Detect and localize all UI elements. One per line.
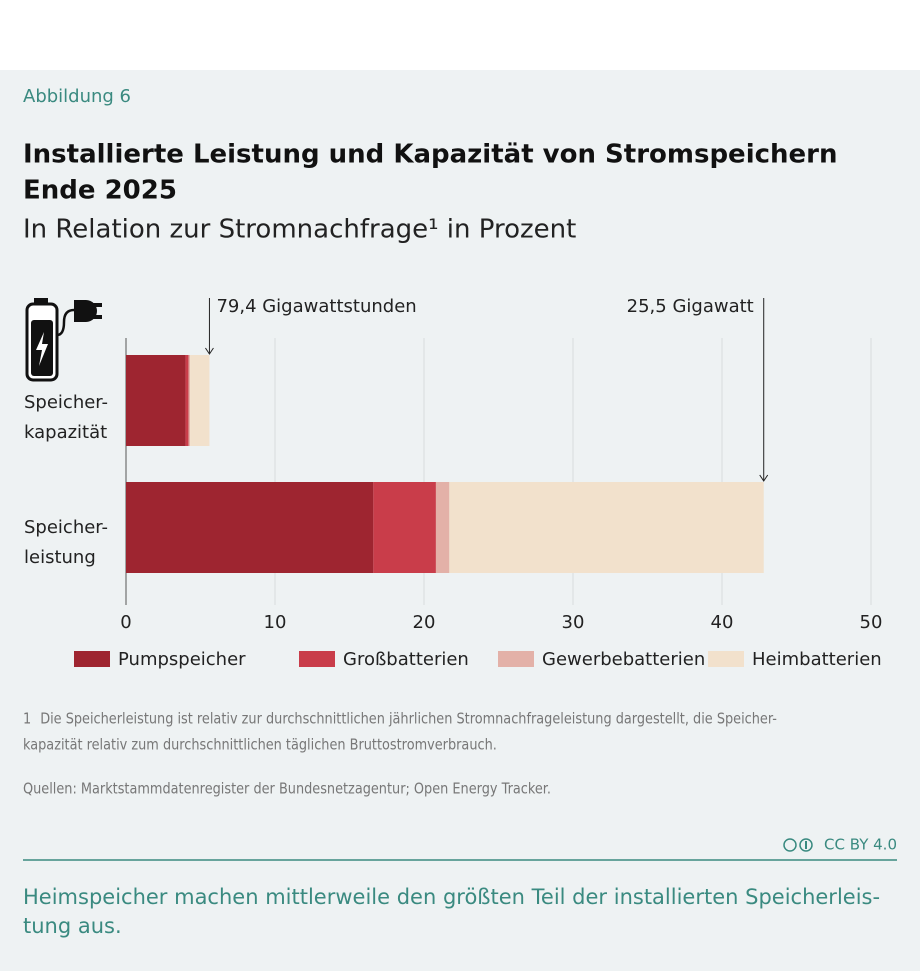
x-tick-label: 0 — [120, 612, 131, 633]
footnote: Die Speicherleistung ist relativ zur dur… — [40, 710, 777, 727]
footnote-number: 1 — [23, 710, 31, 727]
bar-segment — [190, 355, 210, 446]
legend-label: Gewerbebatterien — [542, 649, 705, 670]
x-tick-label: 40 — [711, 612, 734, 633]
legend-swatch — [299, 651, 335, 667]
bar-segment — [185, 355, 189, 446]
category-label: Speicher-leistung — [24, 517, 108, 568]
battery-icon — [25, 298, 102, 382]
license: CC BY 4.0 — [824, 836, 897, 854]
title: Ende 2025 — [23, 176, 177, 206]
legend-label: Pumpspeicher — [118, 649, 246, 670]
legend-swatch — [74, 651, 110, 667]
figure-label: Abbildung 6 — [23, 86, 131, 107]
annotation-arrowhead — [759, 474, 769, 482]
legend-swatch — [498, 651, 534, 667]
caption: Heimspeicher machen mittlerweile den grö… — [23, 885, 880, 909]
annotation-arrowhead — [205, 347, 214, 355]
subtitle: In Relation zur Stromnachfrage¹ in Proze… — [23, 215, 576, 245]
footnote: kapazität relativ zum durchschnittlichen… — [23, 736, 497, 753]
legend-swatch — [708, 651, 744, 667]
x-tick-label: 30 — [562, 612, 585, 633]
bar-segment — [373, 482, 436, 573]
annotation: 79,4 Gigawattstunden — [216, 296, 416, 317]
bar-segment — [126, 355, 186, 446]
x-tick-label: 10 — [264, 612, 287, 633]
bar-segment — [188, 355, 191, 446]
x-tick-label: 20 — [413, 612, 436, 633]
bar-segment — [435, 482, 450, 573]
category-label: Speicher-kapazität — [24, 392, 108, 443]
legend-label: Großbatterien — [343, 649, 469, 670]
bar-segment — [449, 482, 764, 573]
caption: tung aus. — [23, 914, 122, 938]
x-tick-label: 50 — [860, 612, 883, 633]
cc-icons — [783, 838, 813, 852]
title: Installierte Leistung und Kapazität von … — [23, 140, 838, 170]
source: Quellen: Marktstammdatenregister der Bun… — [23, 780, 551, 797]
bar-segment — [126, 482, 374, 573]
legend-label: Heimbatterien — [752, 649, 882, 670]
annotation: 25,5 Gigawatt — [627, 296, 754, 317]
